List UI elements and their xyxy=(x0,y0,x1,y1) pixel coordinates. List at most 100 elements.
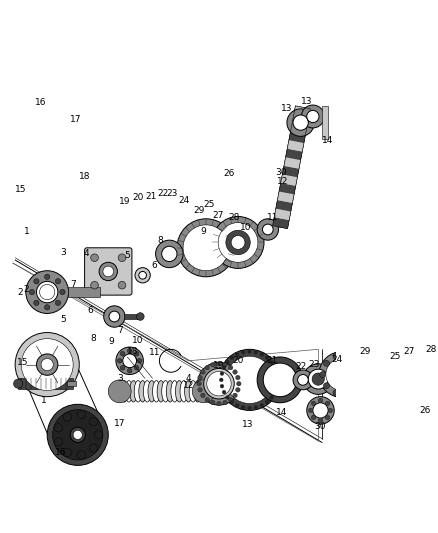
Text: 4: 4 xyxy=(186,374,191,383)
Text: 7: 7 xyxy=(117,326,123,335)
Polygon shape xyxy=(287,140,304,151)
Circle shape xyxy=(99,262,117,280)
Polygon shape xyxy=(279,183,296,195)
Text: 17: 17 xyxy=(114,419,125,428)
Circle shape xyxy=(220,372,224,375)
Circle shape xyxy=(226,395,230,399)
Circle shape xyxy=(366,349,412,395)
Circle shape xyxy=(231,236,245,249)
Circle shape xyxy=(293,115,308,130)
Text: 24: 24 xyxy=(332,355,343,364)
Text: 9: 9 xyxy=(109,337,115,346)
Text: 7: 7 xyxy=(71,280,76,289)
Polygon shape xyxy=(272,106,311,229)
Polygon shape xyxy=(292,115,309,126)
Bar xyxy=(322,106,328,140)
Circle shape xyxy=(420,357,424,360)
Ellipse shape xyxy=(180,381,187,402)
Circle shape xyxy=(265,356,269,360)
Circle shape xyxy=(307,397,334,424)
Circle shape xyxy=(275,384,279,388)
Circle shape xyxy=(36,281,58,303)
Circle shape xyxy=(319,352,365,398)
Circle shape xyxy=(425,371,429,375)
Circle shape xyxy=(45,274,50,279)
Polygon shape xyxy=(290,123,307,134)
Circle shape xyxy=(233,370,237,374)
Circle shape xyxy=(108,380,131,403)
Circle shape xyxy=(236,375,240,380)
Ellipse shape xyxy=(148,381,155,402)
Polygon shape xyxy=(277,191,294,203)
Circle shape xyxy=(254,406,258,409)
Text: 21: 21 xyxy=(145,192,157,201)
Text: 13: 13 xyxy=(281,104,293,114)
Circle shape xyxy=(308,369,328,389)
Circle shape xyxy=(328,408,333,413)
Circle shape xyxy=(117,359,122,363)
Text: 21: 21 xyxy=(267,356,278,365)
Circle shape xyxy=(404,359,420,375)
Circle shape xyxy=(77,410,85,419)
Polygon shape xyxy=(294,106,311,117)
Text: 26: 26 xyxy=(420,406,431,415)
Circle shape xyxy=(320,372,326,377)
Ellipse shape xyxy=(184,381,192,402)
Polygon shape xyxy=(284,157,300,168)
Circle shape xyxy=(207,372,231,396)
Circle shape xyxy=(260,403,264,407)
Ellipse shape xyxy=(157,381,165,402)
Circle shape xyxy=(77,451,85,459)
Circle shape xyxy=(375,359,403,386)
Circle shape xyxy=(118,254,126,262)
Circle shape xyxy=(70,427,85,442)
Circle shape xyxy=(91,281,99,289)
Text: 1: 1 xyxy=(24,228,29,237)
Circle shape xyxy=(223,362,227,367)
Circle shape xyxy=(26,271,69,313)
Circle shape xyxy=(323,383,329,389)
Circle shape xyxy=(420,358,434,372)
Ellipse shape xyxy=(139,381,146,402)
Circle shape xyxy=(260,352,264,357)
Circle shape xyxy=(417,358,421,362)
Circle shape xyxy=(431,357,435,360)
Circle shape xyxy=(337,344,386,393)
Ellipse shape xyxy=(176,381,183,402)
Circle shape xyxy=(55,279,60,284)
Circle shape xyxy=(415,352,438,377)
Circle shape xyxy=(354,383,360,389)
Circle shape xyxy=(273,390,277,394)
Text: 28: 28 xyxy=(228,213,240,222)
Circle shape xyxy=(326,359,358,391)
Text: 8: 8 xyxy=(91,334,96,343)
Circle shape xyxy=(127,368,132,373)
Circle shape xyxy=(211,362,215,367)
Circle shape xyxy=(262,224,273,235)
Circle shape xyxy=(120,366,125,370)
Circle shape xyxy=(63,448,72,457)
Circle shape xyxy=(263,363,297,397)
Text: 22: 22 xyxy=(295,362,306,372)
Circle shape xyxy=(257,219,279,240)
Ellipse shape xyxy=(166,381,174,402)
Circle shape xyxy=(219,378,223,382)
Text: 11: 11 xyxy=(149,348,160,357)
Circle shape xyxy=(311,401,316,406)
Circle shape xyxy=(204,368,234,399)
Circle shape xyxy=(63,413,72,421)
FancyBboxPatch shape xyxy=(85,248,132,295)
Ellipse shape xyxy=(152,381,160,402)
Circle shape xyxy=(162,246,177,262)
Circle shape xyxy=(109,311,120,322)
Circle shape xyxy=(420,369,424,373)
Circle shape xyxy=(417,372,421,376)
Text: 16: 16 xyxy=(35,99,46,108)
Circle shape xyxy=(270,360,273,364)
Ellipse shape xyxy=(171,381,179,402)
Circle shape xyxy=(297,375,308,385)
Circle shape xyxy=(60,289,65,295)
Text: 6: 6 xyxy=(151,261,157,270)
Circle shape xyxy=(241,350,245,354)
Bar xyxy=(68,287,100,297)
